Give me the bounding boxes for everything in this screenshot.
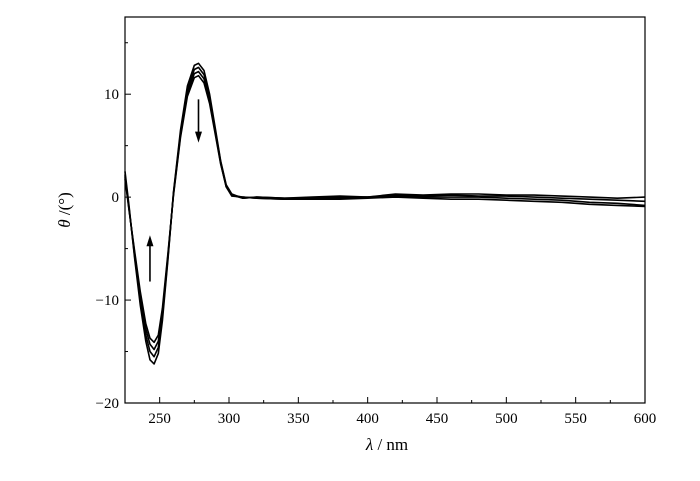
x-tick-labels: 250 300 350 400 450 500 550 600	[148, 411, 656, 427]
series-lines	[124, 62, 646, 365]
y-tick-label: 10	[104, 87, 119, 103]
x-tick-label: 600	[634, 411, 657, 427]
series-line	[124, 74, 646, 344]
y-tick-label: −10	[96, 293, 119, 309]
x-tick-label: 250	[148, 411, 171, 427]
x-tick-label: 400	[356, 411, 379, 427]
x-tick-label: 450	[426, 411, 449, 427]
annotation-arrows	[146, 99, 202, 282]
series-line	[124, 62, 646, 365]
y-axis-unit: /(°)	[55, 192, 74, 215]
arrow-head	[194, 131, 202, 143]
y-axis-symbol: θ	[55, 219, 74, 227]
y-tick-label: 0	[112, 190, 120, 206]
y-axis-title: θ /(°)	[55, 192, 74, 227]
y-tick-labels: −20 −10 0 10	[96, 87, 119, 412]
axis-ticks	[125, 42, 646, 404]
x-axis-title: λ / nm	[365, 435, 408, 454]
x-axis-unit: / nm	[377, 435, 408, 454]
y-tick-label: −20	[96, 396, 119, 412]
x-axis-symbol: λ	[365, 435, 373, 454]
arrow-head	[146, 235, 154, 247]
plot-frame	[124, 16, 646, 404]
x-tick-label: 350	[287, 411, 310, 427]
series-line	[124, 66, 646, 358]
x-tick-label: 300	[218, 411, 241, 427]
series-line	[124, 70, 646, 351]
x-tick-label: 550	[564, 411, 587, 427]
x-tick-label: 500	[495, 411, 518, 427]
